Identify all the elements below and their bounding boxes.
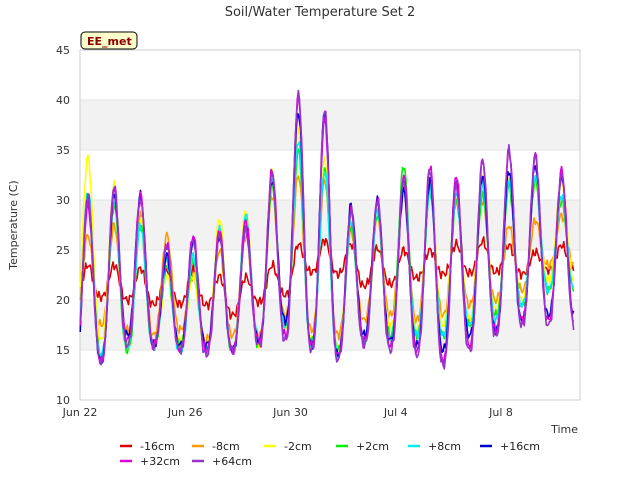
x-axis-label: Time [550,423,578,436]
legend-item: +16cm [480,440,540,453]
legend-item: +8cm [408,440,461,453]
legend-item: -16cm [120,440,175,453]
y-axis: 10 15 20 25 30 35 40 45 [56,44,70,407]
x-tick-label: Jun 22 [62,406,98,419]
x-tick-label: Jul 8 [488,406,513,419]
legend-label: -2cm [284,440,312,453]
series-line-+64cm [79,89,575,370]
legend-label: +2cm [356,440,389,453]
y-tick-label: 35 [56,144,70,157]
plot-border [79,49,581,401]
y-tick-label: 10 [56,394,70,407]
legend-label: +16cm [500,440,540,453]
y-tick-label: 30 [56,194,70,207]
grid-band [80,100,580,150]
legend-item: -8cm [192,440,240,453]
x-tick-label: Jun 30 [272,406,308,419]
plot-area [79,89,575,370]
y-axis-label: Temperature (C) [7,180,20,270]
site-badge-label: EE_met [87,35,132,48]
y-tick-label: 40 [56,94,70,107]
legend-item: +2cm [336,440,389,453]
legend-label: -8cm [212,440,240,453]
y-tick-label: 20 [56,294,70,307]
site-badge: EE_met [80,31,138,50]
legend-label: +8cm [428,440,461,453]
grid-band [80,300,580,350]
legend-item: -2cm [264,440,312,453]
legend-label: +64cm [212,455,252,468]
x-axis: Jun 22 Jun 26 Jun 30 Jul 4 Jul 8 [62,406,513,419]
y-tick-label: 15 [56,344,70,357]
legend-label: +32cm [140,455,180,468]
y-tick-label: 45 [56,44,70,57]
x-tick-label: Jul 4 [383,406,408,419]
y-tick-label: 25 [56,244,70,257]
plot-background [79,49,581,401]
legend-item: +64cm [192,455,252,468]
legend-label: -16cm [140,440,175,453]
legend: -16cm -8cm -2cm +2cm +8cm +16cm +32cm +64cm [120,440,540,468]
legend-item: +32cm [120,455,180,468]
chart-title: Soil/Water Temperature Set 2 [225,5,416,20]
x-tick-label: Jun 26 [167,406,203,419]
